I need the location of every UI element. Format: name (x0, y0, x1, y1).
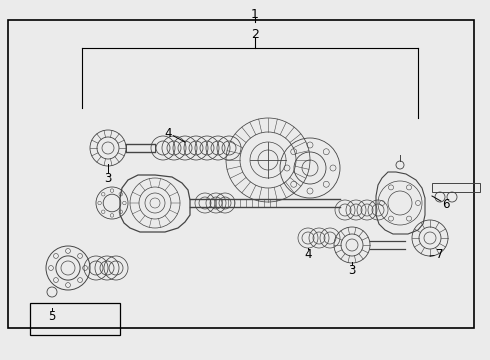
Text: 4: 4 (164, 126, 172, 140)
Text: 1: 1 (251, 8, 259, 21)
Bar (432, 183, 480, 192)
Text: 3: 3 (104, 171, 112, 185)
Text: 5: 5 (49, 310, 56, 323)
Text: 3: 3 (348, 264, 356, 276)
Text: 6: 6 (442, 198, 450, 211)
Text: 7: 7 (436, 248, 444, 261)
Text: 4: 4 (304, 248, 312, 261)
Bar (30, 303, 120, 335)
Text: 2: 2 (251, 27, 259, 41)
Bar (8, 20, 474, 328)
